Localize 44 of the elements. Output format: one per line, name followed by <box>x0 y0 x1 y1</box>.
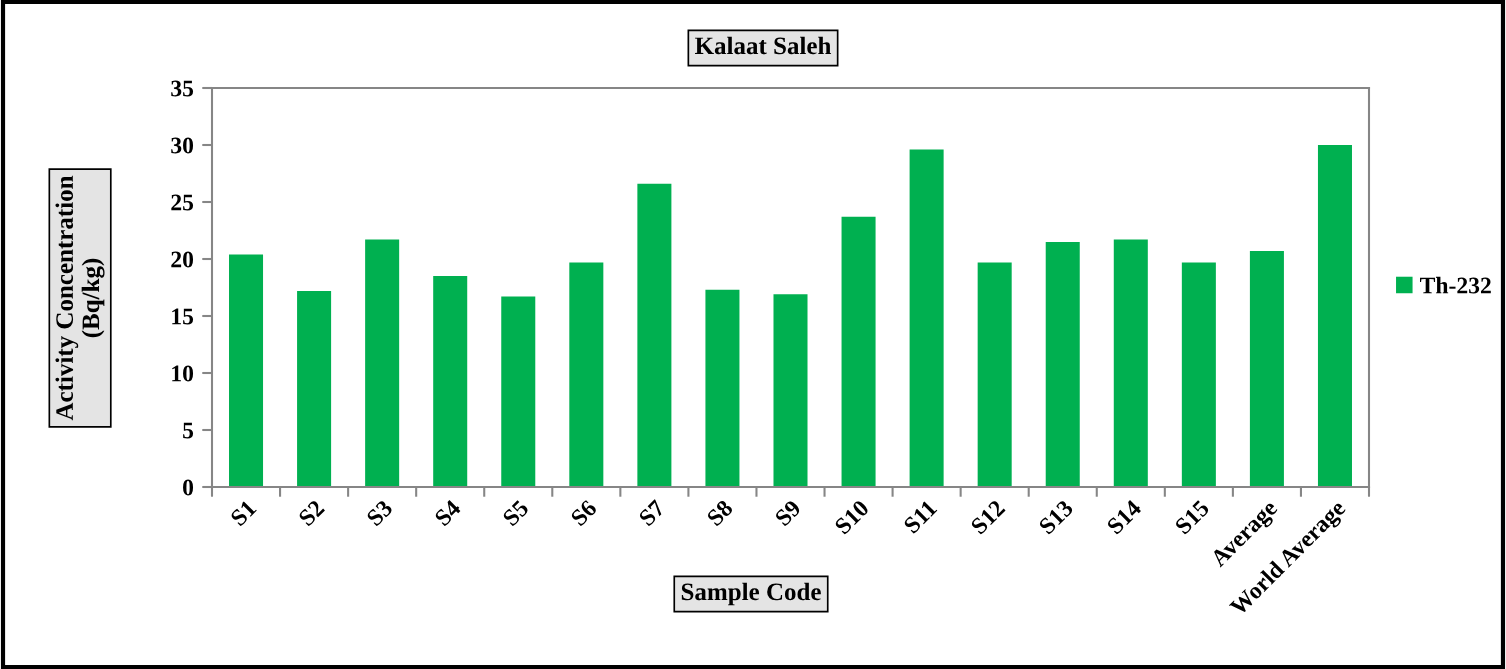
x-tick-label: S4 <box>433 498 462 527</box>
y-tick-label: 25 <box>171 194 194 211</box>
chart-title: Kalaat Saleh <box>695 36 832 55</box>
legend-label: Th-232 <box>1420 276 1491 294</box>
bar <box>569 262 604 487</box>
y-tick-label: 0 <box>183 479 194 496</box>
bar <box>229 254 264 487</box>
x-tick-label: S6 <box>570 499 598 527</box>
bar <box>365 239 400 487</box>
y-tick-label: 30 <box>171 137 194 154</box>
x-tick-label: S8 <box>706 499 734 527</box>
x-axis-title: Sample Code <box>681 582 821 606</box>
bar <box>977 262 1012 487</box>
x-tick-label: S1 <box>229 499 257 527</box>
bar <box>637 183 672 487</box>
bar <box>705 289 740 487</box>
x-tick-label: S11 <box>902 499 938 535</box>
y-axis-title: Activity Concentration (Bq/kg) <box>55 175 105 421</box>
bar <box>773 294 808 487</box>
y-tick-label: 10 <box>172 365 194 382</box>
x-tick-label: S10 <box>833 499 870 535</box>
bar <box>1317 145 1352 487</box>
bar <box>841 216 876 487</box>
x-tick-label: S2 <box>297 499 326 527</box>
x-tick-label: S7 <box>638 499 666 527</box>
bar <box>909 149 944 487</box>
bar <box>1181 262 1216 487</box>
bar <box>1113 239 1148 487</box>
y-tick-label: 5 <box>183 422 194 439</box>
bar <box>501 296 536 487</box>
x-tick-label: S15 <box>1174 499 1210 535</box>
x-tick-label: S14 <box>1106 498 1143 535</box>
y-tick-label: 35 <box>171 80 194 97</box>
x-tick-label: S3 <box>365 499 394 527</box>
y-tick-label: 15 <box>172 308 194 325</box>
bar <box>1045 241 1080 487</box>
x-tick-label: S5 <box>502 499 530 527</box>
bar <box>297 290 332 487</box>
x-tick-label: S9 <box>774 499 802 527</box>
x-tick-label: S13 <box>1038 499 1074 535</box>
x-tick-label: S12 <box>970 499 1006 535</box>
bar <box>1249 251 1284 487</box>
bar <box>433 276 468 487</box>
y-tick-label: 20 <box>171 251 194 268</box>
